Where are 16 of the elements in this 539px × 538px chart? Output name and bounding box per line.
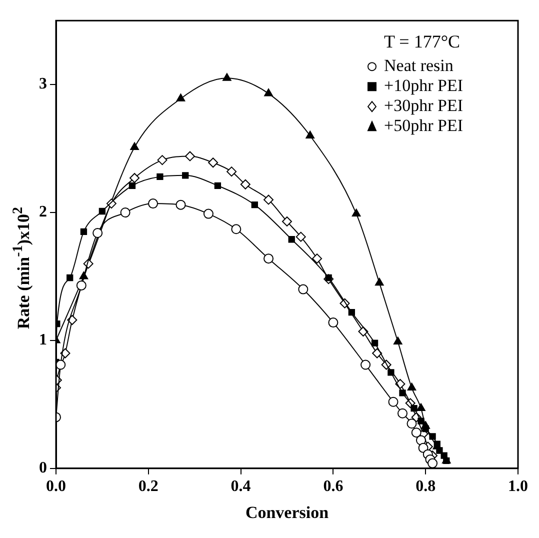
legend-label: +30phr PEI xyxy=(384,96,464,116)
x-tick-label: 0.4 xyxy=(230,478,251,496)
legend-label: +10phr PEI xyxy=(384,76,464,96)
x-tick-label: 0.0 xyxy=(46,478,66,496)
x-tick-label: 1.0 xyxy=(508,478,528,496)
y-tick-label: 1 xyxy=(39,332,47,349)
y-tick-label: 3 xyxy=(39,76,47,93)
x-tick-label: 0.8 xyxy=(416,478,436,496)
legend-title: T = 177°C xyxy=(384,31,460,52)
y-tick-label: 0 xyxy=(39,460,47,477)
x-axis-title: Conversion xyxy=(245,503,330,522)
legend-label: +50phr PEI xyxy=(384,116,464,136)
x-tick-label: 0.2 xyxy=(138,478,158,496)
y-tick-label: 2 xyxy=(39,204,47,221)
legend-label: Neat resin xyxy=(384,56,454,76)
x-tick-label: 0.6 xyxy=(323,478,344,496)
